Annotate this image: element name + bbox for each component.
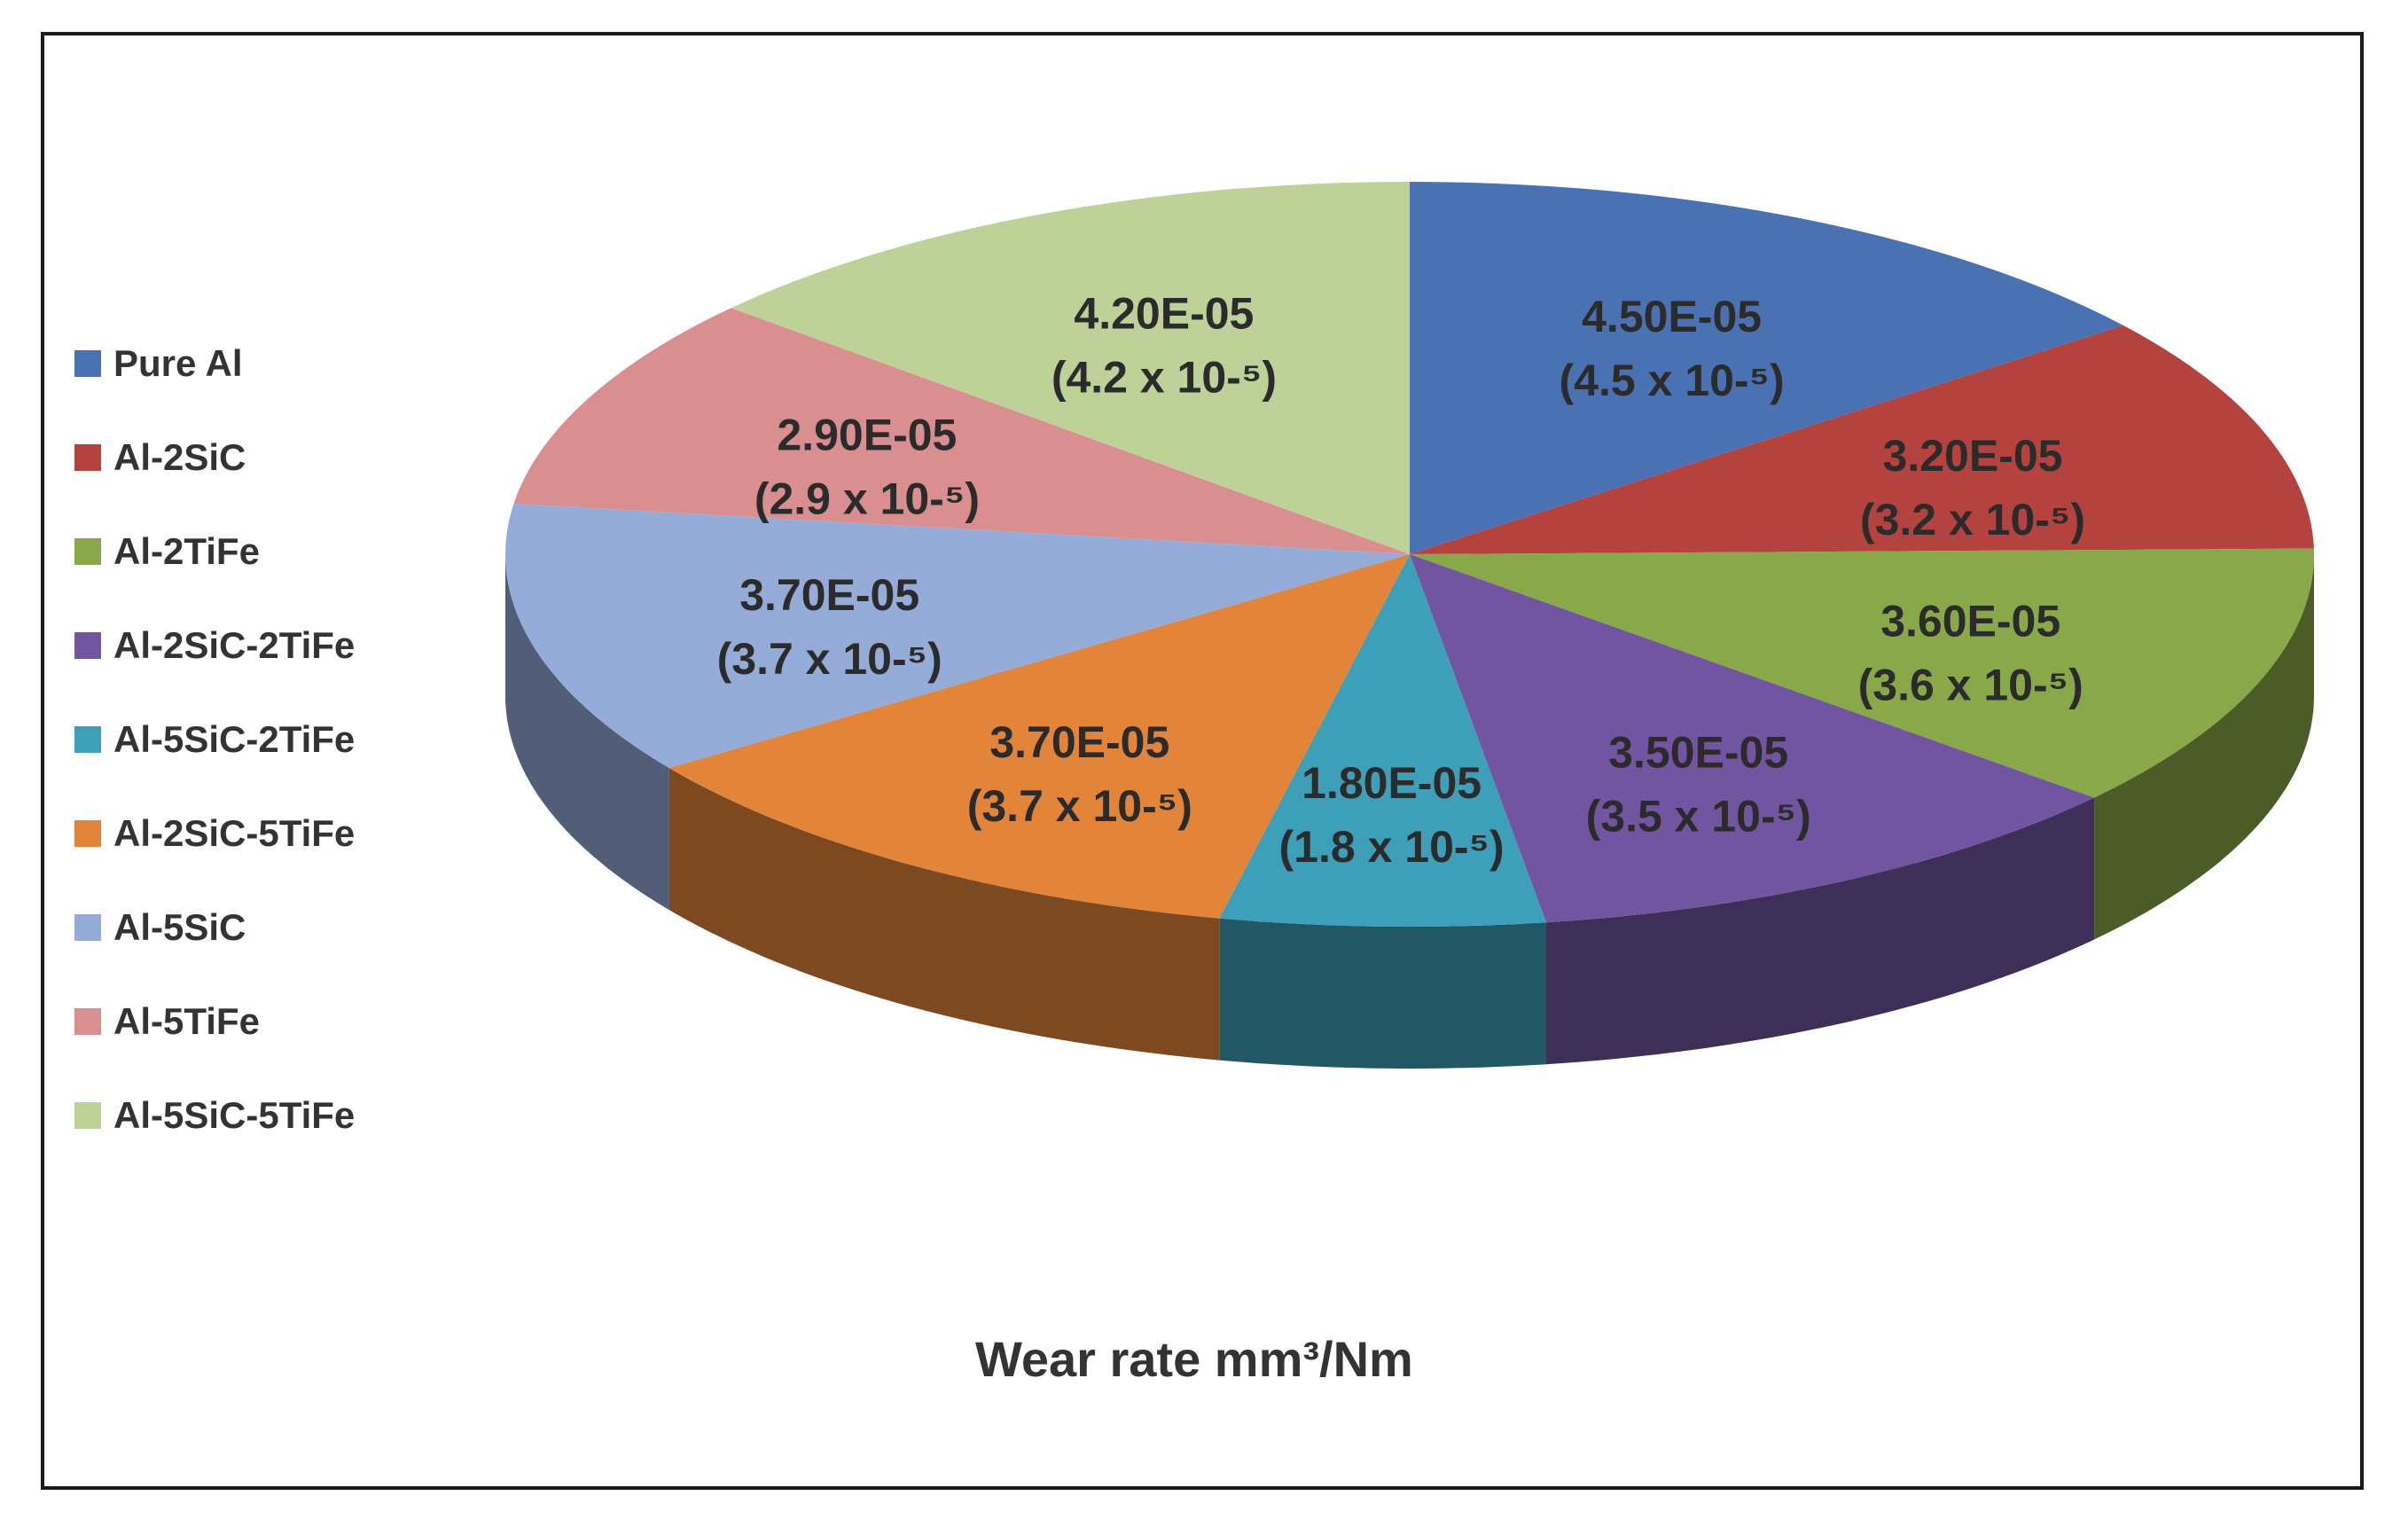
slice-value-label-7: 2.90E-05 [777, 411, 957, 460]
legend-label: Al-5SiC [113, 906, 246, 948]
slice-sci-label-1: (3.2 x 10-⁵) [1860, 495, 2085, 544]
pie-side-2 [2094, 554, 2314, 940]
legend-swatch [74, 820, 101, 847]
pie-tops [505, 181, 2315, 928]
pie-slice-1 [1410, 325, 2314, 554]
slice-sci-label-8: (4.2 x 10-⁵) [1052, 352, 1277, 402]
legend-item: Al-2TiFe [74, 525, 260, 578]
slice-sci-label-3: (3.5 x 10-⁵) [1586, 792, 1811, 842]
pie-slice-0 [1410, 182, 2123, 554]
slice-sci-label-0: (4.5 x 10-⁵) [1560, 356, 1785, 405]
pie-slice-6 [505, 503, 1410, 768]
pie-side-5 [668, 768, 1220, 1061]
slice-value-label-8: 4.20E-05 [1074, 288, 1254, 338]
chart-title: Wear rate mm³/Nm [975, 1331, 1413, 1387]
legend-item: Al-2SiC [74, 431, 246, 484]
legend-swatch [74, 914, 101, 941]
legend-label: Pure Al [113, 342, 243, 384]
slice-sci-label-7: (2.9 x 10-⁵) [754, 474, 980, 524]
slice-value-label-4: 1.80E-05 [1302, 758, 1482, 808]
legend-swatch [74, 726, 101, 753]
slice-value-label-6: 3.70E-05 [739, 570, 919, 620]
pie-side-4 [1219, 918, 1546, 1069]
pie-slice-5 [668, 554, 1410, 919]
slice-value-label-1: 3.20E-05 [1883, 431, 2063, 481]
legend-item: Al-5SiC [74, 901, 246, 954]
legend-swatch [74, 1008, 101, 1035]
legend-swatch [74, 350, 101, 377]
pie-slice-7 [513, 308, 1410, 554]
pie-slice-4 [1219, 554, 1546, 928]
pie-slice-2 [1410, 548, 2315, 798]
slice-sci-label-4: (1.8 x 10-⁵) [1279, 822, 1505, 872]
slice-sci-label-2: (3.6 x 10-⁵) [1858, 661, 2084, 710]
legend-label: Al-2SiC-5TiFe [113, 812, 356, 854]
pie-side-6 [505, 554, 669, 910]
slice-value-label-2: 3.60E-05 [1880, 597, 2060, 646]
legend-swatch [74, 538, 101, 565]
legend-swatch [74, 444, 101, 471]
legend-item: Pure Al [74, 337, 242, 390]
legend-item: Al-5TiFe [74, 995, 260, 1048]
pie-side-3 [1546, 797, 2095, 1065]
slice-value-label-5: 3.70E-05 [989, 717, 1169, 767]
legend-label: Al-5TiFe [113, 1000, 260, 1042]
legend-label: Al-5SiC-5TiFe [113, 1094, 356, 1136]
slice-sci-label-6: (3.7 x 10-⁵) [717, 634, 942, 684]
legend-item: Al-2SiC-5TiFe [74, 807, 355, 860]
pie-slice-3 [1410, 554, 2095, 923]
pie-slice-8 [731, 181, 1410, 554]
legend-label: Al-5SiC-2TiFe [113, 718, 356, 760]
slice-sci-label-5: (3.7 x 10-⁵) [967, 781, 1192, 831]
slice-value-label-0: 4.50E-05 [1582, 292, 1762, 341]
legend-item: Al-2SiC-2TiFe [74, 619, 355, 672]
legend-label: Al-2SiC-2TiFe [113, 624, 356, 666]
legend-swatch [74, 632, 101, 659]
legend-swatch [74, 1102, 101, 1129]
slice-value-label-3: 3.50E-05 [1608, 728, 1788, 778]
pie-labels: 4.50E-05 (4.5 x 10-⁵) 3.20E-05 (3.2 x 10-⁵)… [717, 288, 2085, 872]
legend-label: Al-2TiFe [113, 530, 260, 572]
pie-sides [505, 554, 2314, 1069]
legend-item: Al-5SiC-2TiFe [74, 713, 355, 766]
legend-label: Al-2SiC [113, 436, 246, 478]
legend-item: Al-5SiC-5TiFe [74, 1089, 355, 1142]
